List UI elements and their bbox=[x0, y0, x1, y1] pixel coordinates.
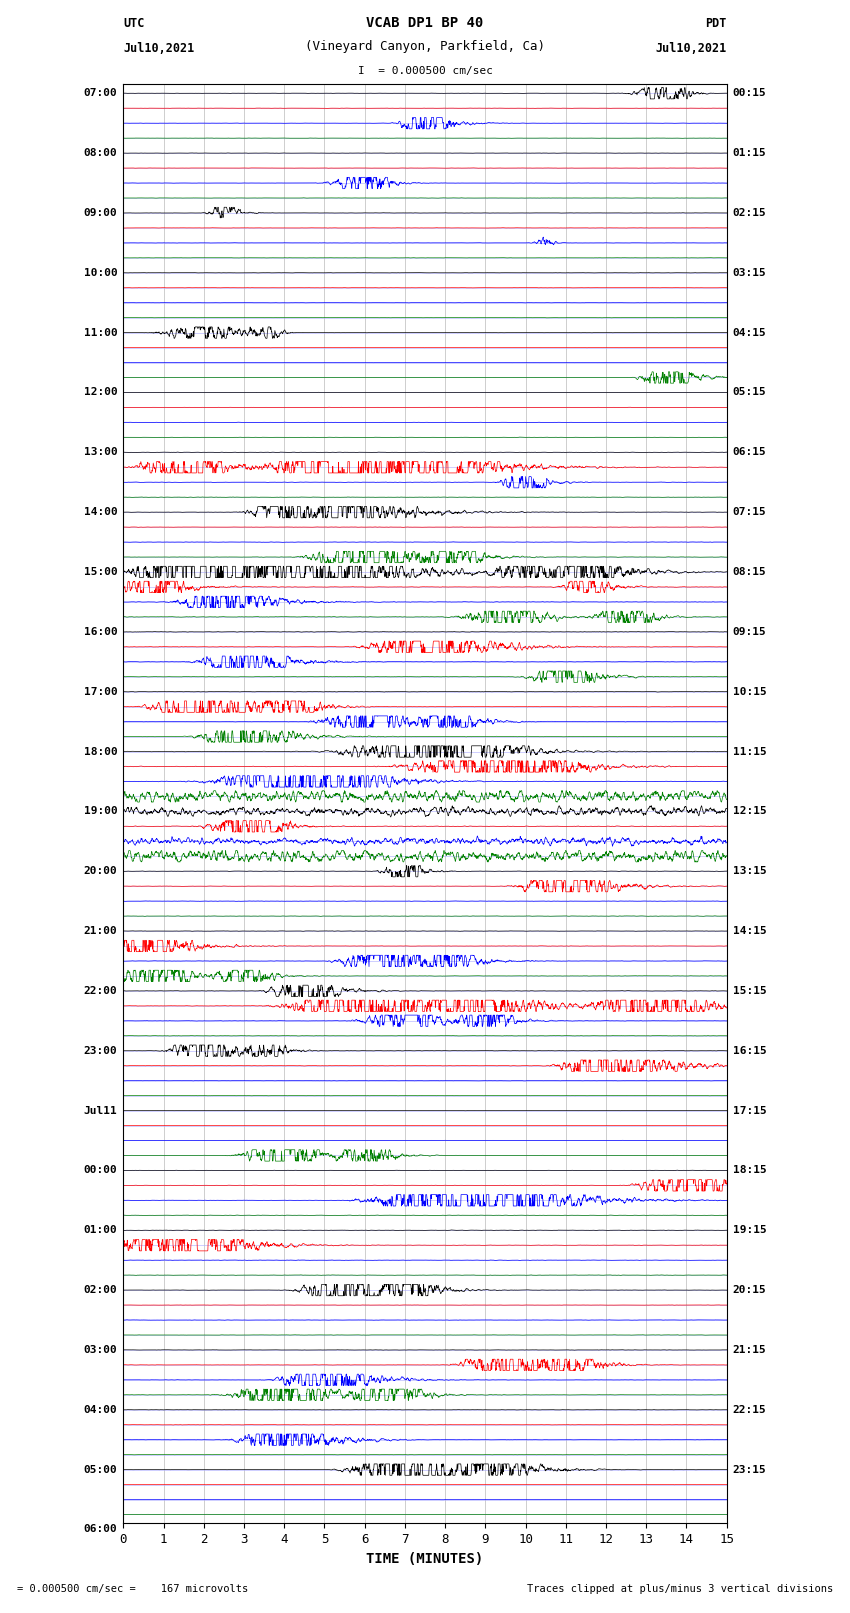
Text: 08:15: 08:15 bbox=[733, 568, 767, 577]
Text: 20:15: 20:15 bbox=[733, 1286, 767, 1295]
Text: 10:15: 10:15 bbox=[733, 687, 767, 697]
Text: 11:15: 11:15 bbox=[733, 747, 767, 756]
Text: PDT: PDT bbox=[706, 16, 727, 29]
Text: 14:00: 14:00 bbox=[83, 506, 117, 518]
Text: 21:00: 21:00 bbox=[83, 926, 117, 936]
Text: 17:15: 17:15 bbox=[733, 1105, 767, 1116]
Text: 01:00: 01:00 bbox=[83, 1226, 117, 1236]
Text: 09:00: 09:00 bbox=[83, 208, 117, 218]
Text: 04:15: 04:15 bbox=[733, 327, 767, 337]
Text: 15:00: 15:00 bbox=[83, 568, 117, 577]
Text: 10:00: 10:00 bbox=[83, 268, 117, 277]
Text: 18:00: 18:00 bbox=[83, 747, 117, 756]
Text: 07:00: 07:00 bbox=[83, 89, 117, 98]
Text: 13:15: 13:15 bbox=[733, 866, 767, 876]
Text: 16:00: 16:00 bbox=[83, 627, 117, 637]
Text: 03:15: 03:15 bbox=[733, 268, 767, 277]
Text: 20:00: 20:00 bbox=[83, 866, 117, 876]
Text: 23:00: 23:00 bbox=[83, 1045, 117, 1057]
Text: Jul11: Jul11 bbox=[83, 1105, 117, 1116]
Text: 03:00: 03:00 bbox=[83, 1345, 117, 1355]
Text: 19:00: 19:00 bbox=[83, 806, 117, 816]
Text: 12:00: 12:00 bbox=[83, 387, 117, 397]
Text: 21:15: 21:15 bbox=[733, 1345, 767, 1355]
Text: 02:00: 02:00 bbox=[83, 1286, 117, 1295]
Text: 06:00: 06:00 bbox=[83, 1524, 117, 1534]
Text: 16:15: 16:15 bbox=[733, 1045, 767, 1057]
Text: 00:15: 00:15 bbox=[733, 89, 767, 98]
Text: Traces clipped at plus/minus 3 vertical divisions: Traces clipped at plus/minus 3 vertical … bbox=[527, 1584, 833, 1594]
Text: 23:15: 23:15 bbox=[733, 1465, 767, 1474]
Text: 00:00: 00:00 bbox=[83, 1166, 117, 1176]
X-axis label: TIME (MINUTES): TIME (MINUTES) bbox=[366, 1552, 484, 1566]
Text: 12:15: 12:15 bbox=[733, 806, 767, 816]
Text: 08:00: 08:00 bbox=[83, 148, 117, 158]
Text: 22:15: 22:15 bbox=[733, 1405, 767, 1415]
Text: 01:15: 01:15 bbox=[733, 148, 767, 158]
Text: VCAB DP1 BP 40: VCAB DP1 BP 40 bbox=[366, 16, 484, 29]
Text: I  = 0.000500 cm/sec: I = 0.000500 cm/sec bbox=[358, 66, 492, 76]
Text: 19:15: 19:15 bbox=[733, 1226, 767, 1236]
Text: UTC: UTC bbox=[123, 16, 144, 29]
Text: 11:00: 11:00 bbox=[83, 327, 117, 337]
Text: Jul10,2021: Jul10,2021 bbox=[655, 42, 727, 55]
Text: 18:15: 18:15 bbox=[733, 1166, 767, 1176]
Text: 05:15: 05:15 bbox=[733, 387, 767, 397]
Text: 02:15: 02:15 bbox=[733, 208, 767, 218]
Text: (Vineyard Canyon, Parkfield, Ca): (Vineyard Canyon, Parkfield, Ca) bbox=[305, 40, 545, 53]
Text: 05:00: 05:00 bbox=[83, 1465, 117, 1474]
Text: 09:15: 09:15 bbox=[733, 627, 767, 637]
Text: 17:00: 17:00 bbox=[83, 687, 117, 697]
Text: 13:00: 13:00 bbox=[83, 447, 117, 458]
Text: 14:15: 14:15 bbox=[733, 926, 767, 936]
Text: 04:00: 04:00 bbox=[83, 1405, 117, 1415]
Text: 07:15: 07:15 bbox=[733, 506, 767, 518]
Text: Jul10,2021: Jul10,2021 bbox=[123, 42, 195, 55]
Text: = 0.000500 cm/sec =    167 microvolts: = 0.000500 cm/sec = 167 microvolts bbox=[17, 1584, 248, 1594]
Text: 22:00: 22:00 bbox=[83, 986, 117, 995]
Text: 15:15: 15:15 bbox=[733, 986, 767, 995]
Text: 06:15: 06:15 bbox=[733, 447, 767, 458]
